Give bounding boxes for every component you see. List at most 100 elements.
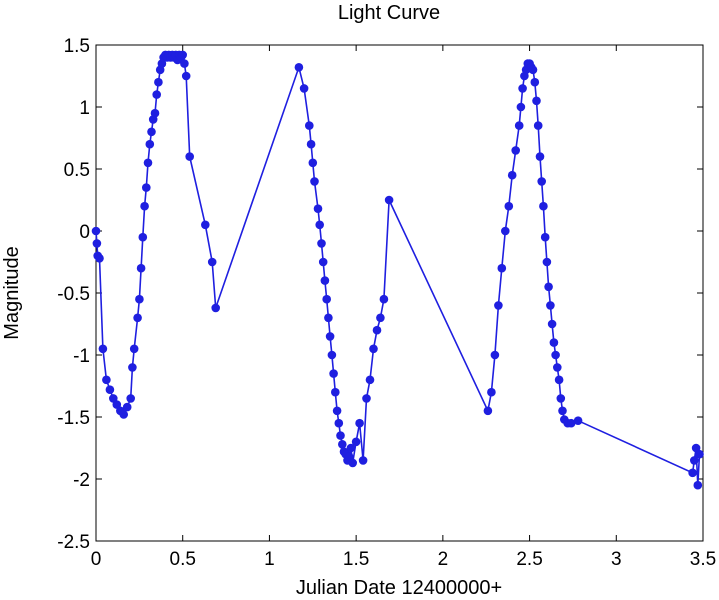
data-point bbox=[355, 418, 364, 428]
data-point bbox=[327, 350, 337, 360]
y-tick-label: 1.5 bbox=[64, 36, 90, 57]
x-tick-label: 3.5 bbox=[690, 549, 716, 570]
data-point bbox=[310, 177, 319, 186]
data-point bbox=[315, 220, 325, 230]
data-point bbox=[320, 276, 330, 285]
data-point bbox=[547, 319, 557, 329]
x-axis: 0 0.5 1 1.5 2 2.5 3 3.5 bbox=[91, 45, 716, 570]
data-point bbox=[483, 406, 493, 416]
data-point bbox=[507, 170, 517, 180]
data-point bbox=[150, 108, 160, 118]
data-point bbox=[346, 443, 356, 453]
x-tick-label: 1.5 bbox=[343, 549, 369, 570]
data-point bbox=[334, 418, 344, 428]
data-point bbox=[573, 416, 583, 426]
x-tick-label: 3 bbox=[611, 549, 622, 570]
data-point bbox=[154, 77, 163, 87]
y-tick-label: -2.5 bbox=[57, 532, 90, 553]
data-point bbox=[126, 394, 135, 403]
data-point bbox=[533, 121, 543, 130]
data-point bbox=[528, 65, 538, 75]
data-point bbox=[133, 313, 142, 323]
data-point bbox=[556, 394, 566, 403]
data-point bbox=[551, 350, 560, 360]
y-tick-label: 0 bbox=[79, 222, 90, 243]
x-tick-label: 2 bbox=[438, 549, 449, 570]
data-point bbox=[537, 177, 546, 186]
data-point bbox=[305, 121, 314, 130]
data-point bbox=[369, 344, 378, 354]
data-point bbox=[306, 139, 316, 149]
data-point bbox=[325, 332, 335, 341]
data-point bbox=[152, 90, 161, 99]
data-point bbox=[317, 239, 326, 248]
data-point bbox=[558, 406, 567, 416]
y-axis-title: Magnitude bbox=[1, 246, 23, 339]
data-point bbox=[693, 480, 703, 490]
data-point bbox=[497, 263, 507, 273]
data-point bbox=[122, 402, 132, 412]
x-tick-label: 1 bbox=[264, 549, 275, 570]
x-tick-label: 2.5 bbox=[516, 549, 542, 570]
data-point bbox=[348, 458, 358, 468]
y-tick-label: -1 bbox=[73, 346, 90, 367]
data-point bbox=[129, 344, 139, 354]
data-point bbox=[376, 313, 385, 323]
data-point bbox=[554, 375, 564, 385]
data-point bbox=[136, 263, 146, 273]
data-point bbox=[180, 59, 189, 68]
data-point bbox=[516, 102, 526, 112]
data-point bbox=[501, 226, 510, 236]
data-point bbox=[324, 313, 333, 323]
data-point bbox=[140, 201, 149, 211]
data-point bbox=[372, 325, 382, 335]
data-point bbox=[318, 257, 328, 267]
data-point bbox=[511, 146, 520, 155]
y-tick-label: -0.5 bbox=[57, 284, 90, 305]
data-point bbox=[91, 226, 101, 236]
data-point bbox=[535, 152, 545, 161]
data-point bbox=[207, 257, 217, 267]
data-point bbox=[365, 375, 375, 385]
data-point bbox=[178, 50, 187, 60]
data-point bbox=[553, 363, 562, 372]
data-point bbox=[490, 350, 500, 360]
data-point bbox=[92, 239, 102, 248]
data-point bbox=[362, 394, 371, 403]
data-point bbox=[143, 158, 153, 168]
y-tick-label: 1 bbox=[79, 98, 90, 119]
data-point bbox=[566, 418, 576, 428]
data-point bbox=[494, 301, 503, 310]
data-point bbox=[128, 363, 137, 372]
data-point bbox=[294, 63, 304, 72]
data-point bbox=[338, 440, 347, 449]
x-tick-label: 0 bbox=[91, 549, 102, 570]
data-point bbox=[384, 195, 394, 205]
data-point bbox=[544, 282, 553, 292]
data-point bbox=[549, 338, 559, 347]
data-point bbox=[532, 96, 541, 106]
data-point bbox=[98, 344, 108, 354]
data-point bbox=[690, 456, 699, 465]
data-point bbox=[322, 294, 332, 304]
data-point bbox=[358, 456, 368, 465]
data-point bbox=[185, 152, 194, 161]
plot-frame bbox=[95, 44, 704, 542]
data-point bbox=[530, 77, 540, 87]
data-point bbox=[379, 294, 389, 304]
series-line bbox=[95, 52, 701, 486]
data-point bbox=[487, 387, 496, 397]
chart-title: Light Curve bbox=[338, 2, 440, 24]
data-point bbox=[135, 294, 144, 304]
x-axis-title: Julian Date 12400000+ bbox=[296, 577, 502, 599]
data-point bbox=[695, 449, 704, 459]
data-point bbox=[119, 410, 128, 419]
data-point bbox=[518, 84, 527, 93]
data-point bbox=[329, 369, 338, 378]
data-point bbox=[95, 253, 104, 263]
x-tick-label: 0.5 bbox=[170, 549, 196, 570]
data-point bbox=[313, 204, 323, 213]
y-tick-label: 0.5 bbox=[64, 160, 90, 181]
data-point bbox=[688, 468, 697, 478]
